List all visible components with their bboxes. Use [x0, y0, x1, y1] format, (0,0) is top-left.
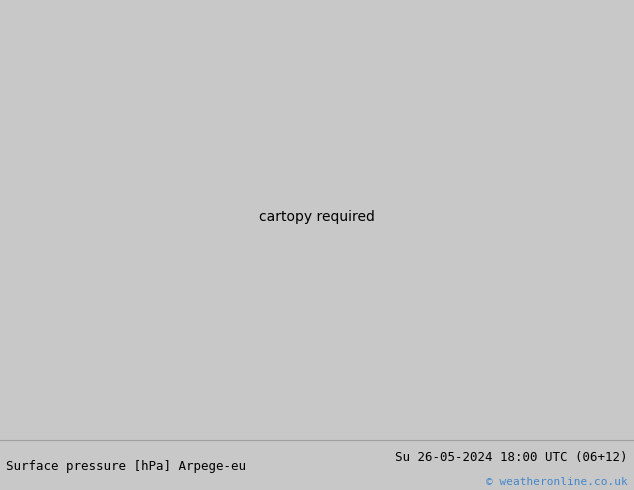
- Text: © weatheronline.co.uk: © weatheronline.co.uk: [486, 477, 628, 487]
- Text: Su 26-05-2024 18:00 UTC (06+12): Su 26-05-2024 18:00 UTC (06+12): [395, 451, 628, 464]
- Text: Surface pressure [hPa] Arpege-eu: Surface pressure [hPa] Arpege-eu: [6, 460, 247, 473]
- Text: cartopy required: cartopy required: [259, 210, 375, 224]
